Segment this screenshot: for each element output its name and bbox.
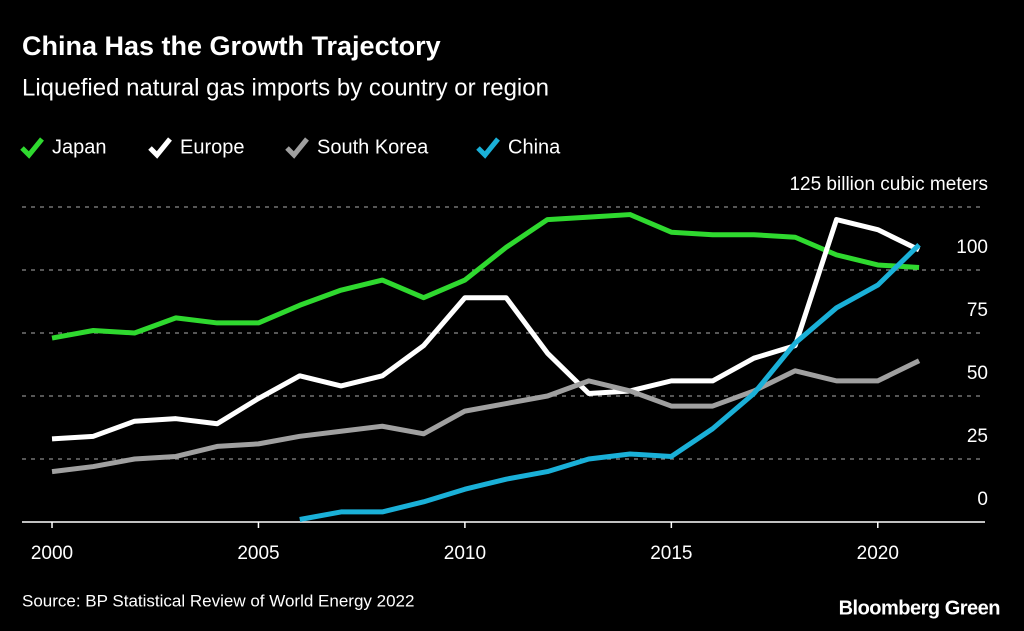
legend-swatch — [285, 137, 309, 159]
y-tick-label: 125 billion cubic meters — [789, 174, 988, 195]
source: Source: BP Statistical Review of World E… — [22, 591, 414, 610]
series-line — [51, 217, 921, 442]
legend-label: China — [508, 136, 561, 158]
series-line — [51, 212, 920, 341]
x-tick-label: 2000 — [31, 543, 73, 564]
brand: Bloomberg Green — [839, 597, 1000, 619]
legend-label: Japan — [52, 136, 107, 158]
y-tick-label: 50 — [967, 363, 988, 384]
legend-label: Europe — [180, 136, 245, 158]
x-tick-label: 2005 — [237, 543, 279, 564]
y-tick-label: 100 — [956, 237, 988, 258]
x-tick-label: 2015 — [650, 543, 692, 564]
legend-label: South Korea — [317, 136, 429, 158]
y-tick-label: 0 — [977, 489, 988, 510]
series-line — [299, 243, 921, 522]
y-tick-label: 75 — [967, 300, 988, 321]
legend-swatch — [20, 137, 44, 159]
y-tick-label: 25 — [967, 426, 988, 447]
legend-swatch — [148, 137, 172, 159]
chart-title: China Has the Growth Trajectory — [22, 31, 441, 61]
series-line — [51, 358, 921, 475]
x-tick-label: 2010 — [444, 543, 486, 564]
chart-subtitle: Liquefied natural gas imports by country… — [22, 74, 549, 101]
x-tick-label: 2020 — [857, 543, 899, 564]
legend-swatch — [476, 137, 500, 159]
